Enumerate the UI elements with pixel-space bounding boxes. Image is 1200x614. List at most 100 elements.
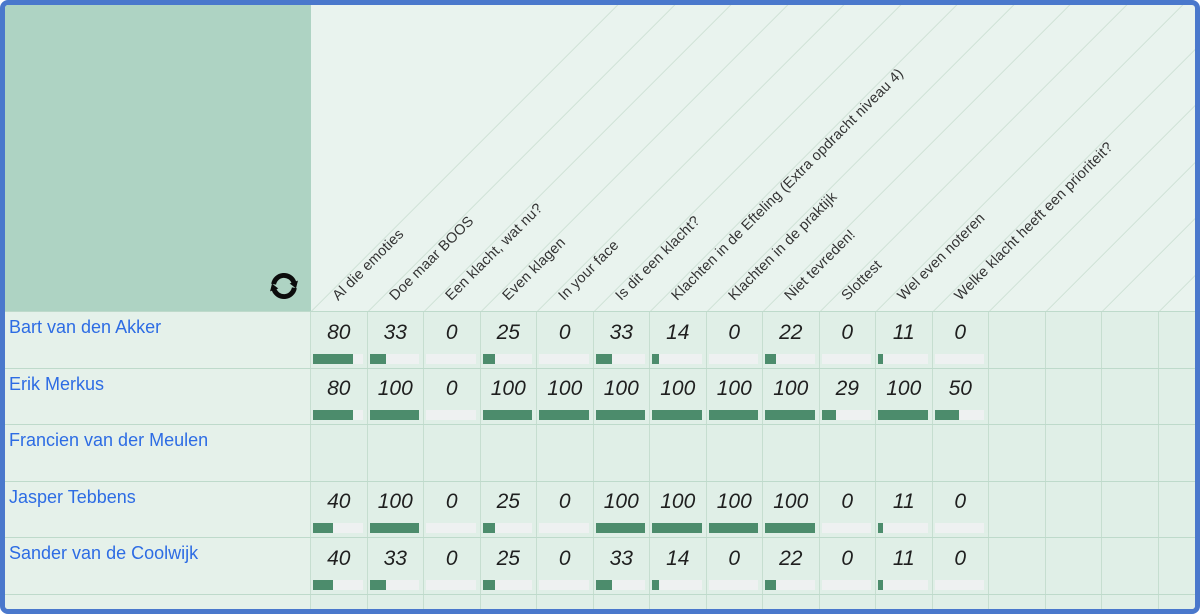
score-cell: 29 <box>819 368 876 424</box>
score-bar-track <box>426 353 476 364</box>
score-bar-track <box>482 410 532 420</box>
score-cell: 100 <box>537 368 594 424</box>
score-cell: 50 <box>932 368 989 424</box>
score-bar-track <box>313 353 363 364</box>
empty-cell <box>1045 312 1102 368</box>
empty-cell <box>1102 538 1159 594</box>
score-value: 0 <box>841 320 854 344</box>
score-value: 25 <box>496 546 520 570</box>
score-bar-fill <box>765 579 776 590</box>
empty-cell <box>1045 594 1102 609</box>
score-bar-track <box>821 523 871 533</box>
student-name-link[interactable]: Erik Merkus <box>5 368 311 424</box>
score-cell: 22 <box>763 538 820 594</box>
score-cell: 80 <box>311 312 368 368</box>
score-bar-track <box>934 579 984 590</box>
score-value: 0 <box>728 546 741 570</box>
score-bar-track <box>821 579 871 590</box>
score-value: 100 <box>716 490 752 514</box>
score-value: 50 <box>948 377 972 401</box>
score-bar-track <box>765 410 815 420</box>
score-bar-fill <box>313 523 333 533</box>
student-name-link[interactable]: Sander van de Coolwijk <box>5 538 311 594</box>
score-cell: 80 <box>311 368 368 424</box>
score-bar-track <box>708 523 758 533</box>
empty-cell <box>1102 481 1159 537</box>
empty-cell <box>932 425 989 481</box>
score-cell: 0 <box>932 538 989 594</box>
score-bar-track <box>426 579 476 590</box>
score-bar-fill <box>595 410 645 420</box>
score-cell: 100 <box>593 368 650 424</box>
score-value: 25 <box>496 490 520 514</box>
score-bar-track <box>765 579 815 590</box>
score-value: 0 <box>445 320 458 344</box>
score-bar-fill <box>708 523 758 533</box>
score-bar-track <box>821 410 871 420</box>
column-header-label: Een klacht, wat nu? <box>442 200 547 304</box>
column-header-label: Slottest <box>838 257 885 304</box>
score-bar-fill <box>369 353 386 364</box>
empty-cell <box>1045 425 1102 481</box>
empty-cell <box>989 481 1046 537</box>
score-cell: 40 <box>311 538 368 594</box>
score-grid: Bart van den Akker 80 33 0 25 0 33 14 0 22 0 11 0 Eri… <box>5 311 1195 609</box>
score-value: 80 <box>327 377 351 401</box>
score-bar-fill <box>482 353 495 364</box>
score-bar-track <box>369 579 419 590</box>
score-bar-track <box>878 410 928 420</box>
score-bar-track <box>934 523 984 533</box>
empty-cell <box>537 425 594 481</box>
score-cell: 40 <box>311 481 368 537</box>
score-cell: 0 <box>706 312 763 368</box>
score-value: 0 <box>445 377 458 401</box>
score-value: 0 <box>558 490 571 514</box>
score-bar-fill <box>482 523 495 533</box>
empty-cell <box>650 425 707 481</box>
column-headers: Al die emoties Doe maar BOOS Een klacht, w… <box>311 5 1195 311</box>
empty-cell <box>1158 594 1195 609</box>
student-row: Sander van de Coolwijk 40 33 0 25 0 33 14 0 22 0 11… <box>5 538 1195 595</box>
refresh-button[interactable] <box>264 266 304 306</box>
empty-cell <box>424 425 481 481</box>
empty-cell <box>1102 312 1159 368</box>
refresh-icon <box>270 272 298 300</box>
score-bar-fill <box>595 353 612 364</box>
score-value: 100 <box>716 377 752 401</box>
score-bar-track <box>369 353 419 364</box>
empty-cell <box>480 425 537 481</box>
empty-cell <box>932 594 989 609</box>
score-bar-track <box>313 410 363 420</box>
score-value: 22 <box>779 546 803 570</box>
score-bar-fill <box>878 579 884 590</box>
score-bar-fill <box>369 523 419 533</box>
score-cell: 100 <box>763 368 820 424</box>
score-cell: 25 <box>480 312 537 368</box>
score-bar-fill <box>765 353 776 364</box>
score-cell: 0 <box>819 312 876 368</box>
score-value: 33 <box>383 320 407 344</box>
student-name-link[interactable]: Jasper Tebbens <box>5 481 311 537</box>
score-bar-fill <box>313 579 333 590</box>
student-row: Jasper Tebbens 40 100 0 25 0 100 100 100 100 0 11 0 <box>5 481 1195 538</box>
score-bar-track <box>595 353 645 364</box>
score-value: 80 <box>327 320 351 344</box>
matrix-content: Al die emoties Doe maar BOOS Een klacht, w… <box>5 5 1195 609</box>
score-bar-fill <box>595 523 645 533</box>
score-bar-track <box>539 579 589 590</box>
empty-cell <box>1045 368 1102 424</box>
score-bar-fill <box>821 410 836 420</box>
score-bar-track <box>652 410 702 420</box>
score-cell: 22 <box>763 312 820 368</box>
student-name-link[interactable]: Bart van den Akker <box>5 312 311 368</box>
student-row: Bart van den Akker 80 33 0 25 0 33 14 0 22 0 11 0 <box>5 312 1195 369</box>
score-cell: 25 <box>480 538 537 594</box>
empty-cell <box>989 538 1046 594</box>
score-value: 100 <box>886 377 922 401</box>
empty-cell <box>763 425 820 481</box>
score-cell: 14 <box>650 312 707 368</box>
empty-cell <box>1158 481 1195 537</box>
student-name-link[interactable]: Francien van der Meulen <box>5 425 311 481</box>
